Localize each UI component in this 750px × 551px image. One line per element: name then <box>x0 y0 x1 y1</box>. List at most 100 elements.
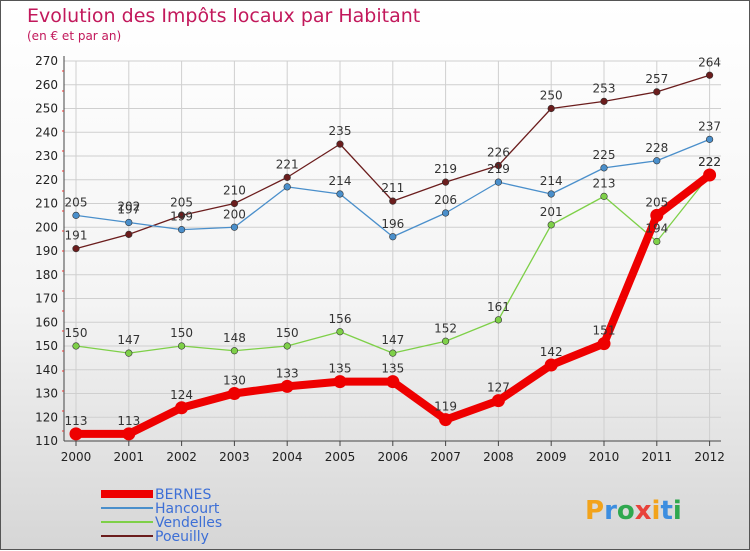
data-point-vendelles <box>389 349 397 357</box>
data-label-poeuilly: 253 <box>593 81 616 95</box>
data-label-poeuilly: 257 <box>645 72 668 86</box>
data-label-hancourt: 214 <box>540 174 563 188</box>
legend-label-poeuilly: Poeuilly <box>155 529 209 545</box>
y-tick-label: 220 <box>35 173 58 187</box>
data-label-bernes: 113 <box>65 414 88 428</box>
data-label-poeuilly: 211 <box>381 181 404 195</box>
x-tick-label: 2010 <box>589 450 620 464</box>
y-tick-label: 210 <box>35 197 58 211</box>
x-tick-label: 2004 <box>272 450 303 464</box>
data-point-hancourt <box>125 218 133 227</box>
data-point-bernes <box>597 337 611 351</box>
data-point-hancourt <box>283 183 291 191</box>
data-point-poeuilly <box>178 211 186 219</box>
data-point-poeuilly <box>389 197 397 205</box>
data-point-hancourt <box>230 223 238 231</box>
data-point-poeuilly <box>442 178 450 186</box>
data-point-vendelles <box>336 328 344 336</box>
x-tick-label: 2012 <box>694 450 725 464</box>
y-tick-label: 120 <box>35 410 58 424</box>
x-tick-label: 2003 <box>219 450 250 464</box>
data-point-vendelles <box>178 342 186 350</box>
data-point-hancourt <box>653 157 661 165</box>
data-point-bernes <box>544 358 558 372</box>
chart-title: Evolution des Impôts locaux par Habitant <box>27 5 421 27</box>
data-point-hancourt <box>178 226 186 234</box>
data-label-vendelles: 194 <box>645 222 668 236</box>
x-tick-label: 2011 <box>642 450 673 464</box>
data-point-hancourt <box>494 178 503 186</box>
data-label-bernes: 142 <box>540 345 563 359</box>
data-label-poeuilly: 250 <box>540 89 563 103</box>
data-label-bernes: 151 <box>593 324 616 338</box>
y-tick-label: 170 <box>35 292 58 306</box>
data-point-hancourt <box>72 211 80 219</box>
data-point-vendelles <box>547 221 555 229</box>
y-tick-label: 240 <box>35 125 58 139</box>
data-label-bernes: 205 <box>645 195 668 209</box>
data-label-poeuilly: 191 <box>65 229 88 243</box>
y-tick-label: 260 <box>35 78 58 92</box>
proxiti-logo: Proxiti <box>585 496 682 526</box>
data-point-poeuilly <box>336 140 344 148</box>
data-point-hancourt <box>705 135 714 143</box>
data-point-hancourt <box>442 209 450 217</box>
data-point-poeuilly <box>125 230 133 238</box>
data-label-hancourt: 237 <box>698 119 721 133</box>
data-label-hancourt: 225 <box>593 148 616 162</box>
data-label-hancourt: 228 <box>645 141 668 155</box>
data-label-hancourt: 199 <box>170 210 193 224</box>
data-label-poeuilly: 210 <box>223 184 246 198</box>
data-point-bernes <box>703 168 717 182</box>
x-tick-label: 2000 <box>61 450 92 464</box>
data-label-poeuilly: 219 <box>434 162 457 176</box>
data-label-bernes: 133 <box>276 366 299 380</box>
data-point-bernes <box>227 387 241 400</box>
data-label-poeuilly: 205 <box>170 195 193 209</box>
data-label-bernes: 135 <box>381 362 404 376</box>
data-label-hancourt: 200 <box>223 207 246 221</box>
legend-label-bernes: BERNES <box>155 487 211 503</box>
x-tick-label: 2009 <box>536 450 567 464</box>
data-point-bernes <box>333 375 347 389</box>
data-label-poeuilly: 264 <box>698 55 721 69</box>
data-label-hancourt: 206 <box>434 193 457 207</box>
data-label-bernes: 127 <box>487 381 510 395</box>
x-tick-label: 2007 <box>430 450 461 464</box>
y-tick-label: 270 <box>35 54 58 68</box>
data-label-bernes: 222 <box>698 155 721 169</box>
data-label-vendelles: 150 <box>170 326 193 340</box>
data-label-vendelles: 147 <box>117 333 140 347</box>
data-point-bernes <box>650 208 664 222</box>
data-label-vendelles: 150 <box>65 326 88 340</box>
data-label-bernes: 130 <box>223 374 246 388</box>
x-tick-label: 2002 <box>166 450 197 464</box>
data-point-poeuilly <box>72 245 80 253</box>
data-label-vendelles: 201 <box>540 205 563 219</box>
data-label-bernes: 113 <box>117 414 140 428</box>
data-point-bernes <box>122 427 136 441</box>
data-point-vendelles <box>72 342 80 350</box>
data-point-poeuilly <box>230 199 238 208</box>
data-point-vendelles <box>125 349 133 357</box>
data-point-poeuilly <box>283 173 291 181</box>
data-point-vendelles <box>653 237 661 246</box>
x-tick-label: 2008 <box>483 450 514 464</box>
y-tick-label: 140 <box>35 363 58 377</box>
chart-subtitle: (en € et par an) <box>27 29 122 43</box>
data-point-poeuilly <box>653 88 661 96</box>
data-label-bernes: 124 <box>170 388 193 402</box>
data-label-vendelles: 150 <box>276 326 299 340</box>
data-point-hancourt <box>547 190 555 198</box>
data-label-vendelles: 161 <box>487 300 510 314</box>
data-point-hancourt <box>389 233 397 241</box>
y-tick-label: 160 <box>35 315 58 329</box>
data-label-vendelles: 156 <box>329 312 352 326</box>
data-point-vendelles <box>283 342 291 350</box>
data-point-poeuilly <box>547 104 555 113</box>
data-label-hancourt: 197 <box>117 203 140 217</box>
y-tick-label: 190 <box>35 244 58 258</box>
data-label-hancourt: 214 <box>329 174 352 188</box>
